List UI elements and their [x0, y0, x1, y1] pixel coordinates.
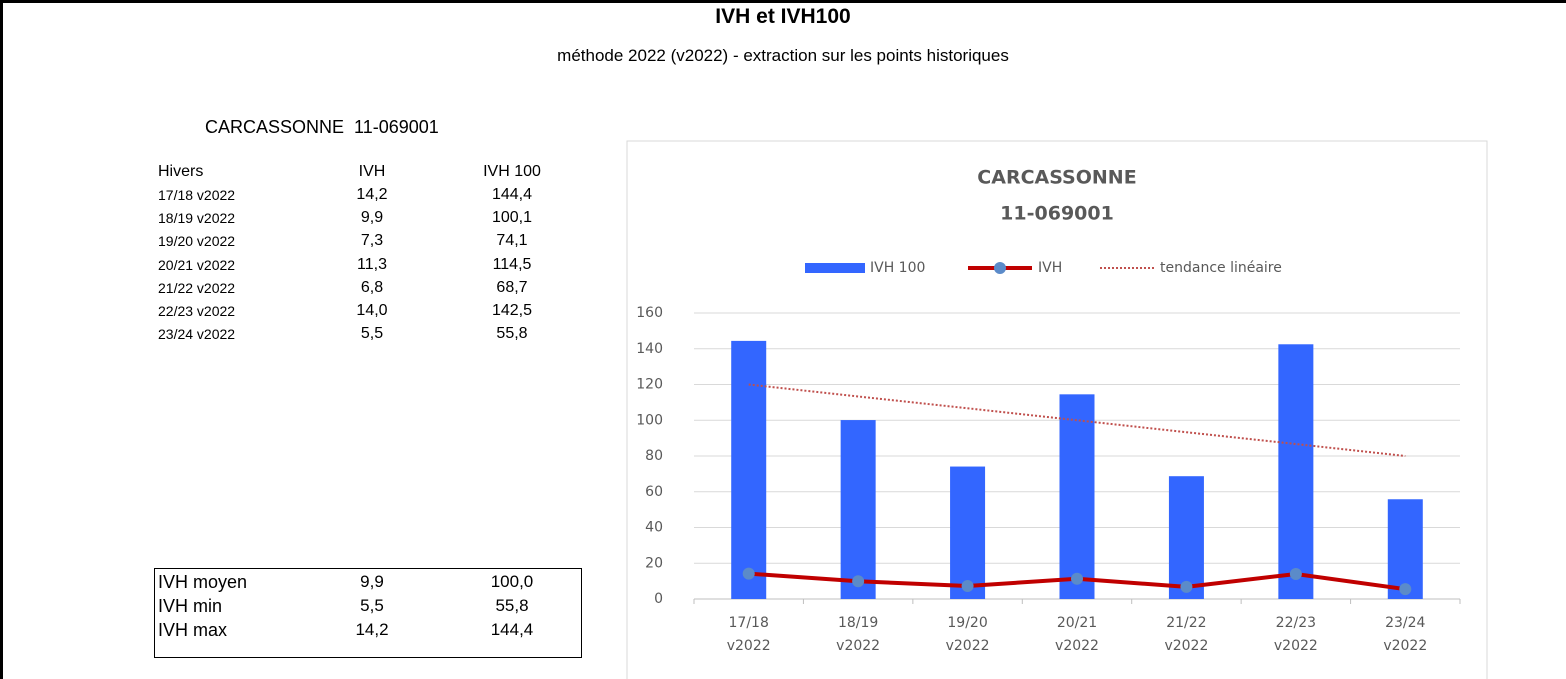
- x-tick-label: 17/18 v2022: [726, 615, 771, 654]
- bar: [1387, 499, 1423, 599]
- summary-cell: 55,8: [495, 596, 529, 615]
- line-marker: [1399, 583, 1412, 596]
- table-cell: 144,4: [491, 186, 533, 203]
- y-tick-label: 60: [645, 484, 663, 500]
- table-cell: 18/19 v2022: [158, 210, 236, 227]
- summary-cell: 100,0: [490, 572, 534, 591]
- chart-frame: [626, 140, 1488, 679]
- table-cell: 114,5: [492, 255, 532, 273]
- table-cell: 11,3: [357, 255, 387, 273]
- page-subtitle: méthode 2022 (v2022) - extraction sur le…: [557, 46, 1009, 65]
- table-cell: 100,1: [491, 209, 533, 227]
- table-cell: 142,5: [491, 302, 533, 319]
- legend-swatch: [805, 263, 865, 273]
- x-tick-label: 23/24 v2022: [1383, 615, 1428, 654]
- table-cell: 17/18 v2022: [158, 187, 236, 203]
- summary-cell: 9,9: [360, 572, 384, 591]
- table-cell: 5,5: [360, 325, 384, 343]
- summary-cell: 5,5: [360, 596, 384, 615]
- legend-label: tendance linéaire: [1160, 260, 1282, 276]
- y-tick-label: 160: [636, 305, 663, 321]
- table-header: Hivers: [158, 163, 204, 180]
- summary-cell: 14,2: [355, 620, 389, 639]
- table-cell: 6,8: [360, 278, 384, 296]
- chart-title: CARCASSONNE: [977, 167, 1136, 189]
- y-tick-label: 100: [636, 412, 663, 428]
- bar: [840, 420, 876, 599]
- table-cell: 19/20 v2022: [158, 233, 236, 250]
- bar: [950, 466, 986, 599]
- line-marker: [1180, 580, 1193, 593]
- table-cell: 9,9: [360, 209, 384, 227]
- y-tick-label: 20: [645, 555, 663, 571]
- bar: [1278, 344, 1314, 599]
- y-tick-label: 40: [645, 520, 663, 536]
- table-cell: 14,2: [356, 186, 388, 203]
- table-cell: 74,1: [496, 232, 528, 250]
- line-marker: [1071, 572, 1083, 585]
- y-tick-label: 140: [636, 341, 663, 357]
- chart: CARCASSONNE 11-069001 0 20 40 60 80 100 120 140…: [626, 140, 1488, 679]
- line-marker: [852, 575, 865, 588]
- legend-label: IVH: [1038, 260, 1062, 276]
- table-cell: 23/24 v2022: [158, 326, 236, 343]
- summary-cell: 144,4: [490, 620, 534, 639]
- table-cell: 20/21 v2022: [158, 256, 236, 273]
- summary-cell: IVH max: [158, 620, 228, 640]
- table-cell: 21/22 v2022: [158, 279, 236, 296]
- bar: [731, 340, 767, 599]
- x-tick-label: 21/22 v2022: [1164, 615, 1209, 654]
- summary-box: [154, 568, 582, 658]
- station: CARCASSONNE 11-069001: [205, 117, 439, 137]
- summary-cell: IVH min: [158, 596, 223, 616]
- table-header: IVH 100: [483, 163, 541, 180]
- table-cell: 22/23 v2022: [158, 303, 236, 319]
- x-tick-label: 20/21 v2022: [1055, 615, 1099, 654]
- y-tick-label: 120: [636, 377, 663, 393]
- page-title: IVH et IVH100: [715, 5, 851, 28]
- line-marker: [961, 579, 974, 592]
- table-cell: 7,3: [360, 232, 384, 250]
- table-cell: 55,8: [496, 325, 528, 343]
- line-marker: [742, 567, 755, 580]
- chart-subtitle: 11-069001: [1000, 203, 1114, 225]
- line-marker: [1289, 567, 1302, 580]
- summary-cell: IVH moyen: [158, 572, 248, 592]
- legend-label: IVH 100: [870, 260, 925, 276]
- y-tick-label: 0: [654, 591, 663, 607]
- x-tick-label: 19/20 v2022: [945, 615, 990, 654]
- x-tick-label: 22/23 v2022: [1273, 615, 1318, 654]
- legend-marker: [994, 262, 1006, 274]
- x-tick-label: 18/19 v2022: [836, 615, 881, 654]
- table-cell: 68,7: [496, 278, 528, 296]
- table-header: IVH: [358, 163, 386, 180]
- y-tick-label: 80: [645, 448, 663, 464]
- bar: [1059, 394, 1095, 599]
- table-cell: 14,0: [356, 302, 388, 319]
- bar: [1168, 476, 1204, 599]
